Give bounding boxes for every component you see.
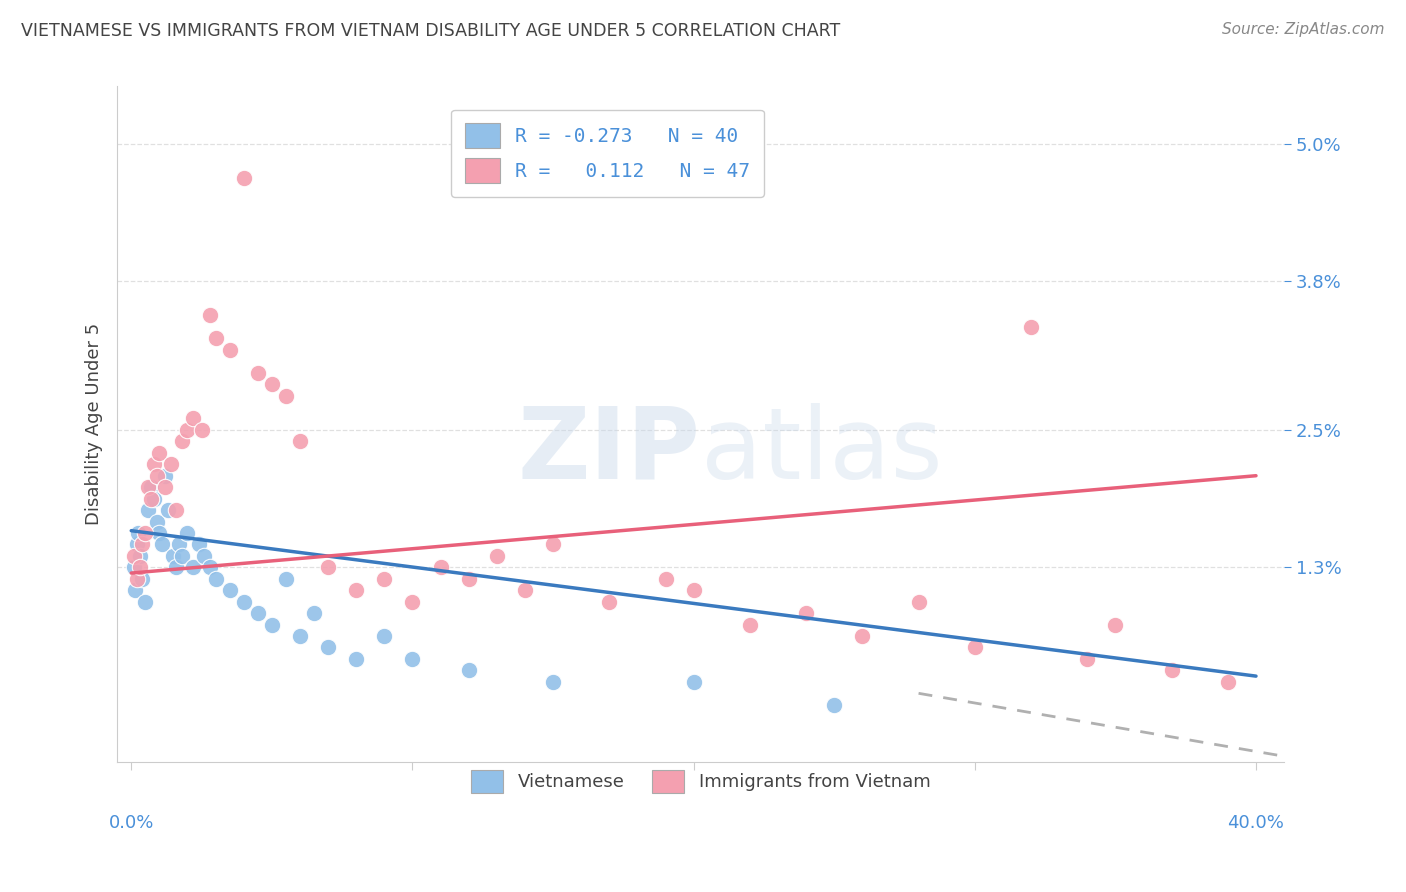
Point xyxy=(170,549,193,563)
Point xyxy=(457,664,479,678)
Point xyxy=(139,480,162,494)
Point xyxy=(134,595,156,609)
Point xyxy=(316,560,339,574)
Point xyxy=(159,457,181,471)
Point xyxy=(541,537,564,551)
Point xyxy=(190,423,212,437)
Point xyxy=(167,537,190,551)
Point xyxy=(127,526,149,541)
Point xyxy=(153,468,176,483)
Point xyxy=(124,583,146,598)
Point xyxy=(260,377,283,392)
Point xyxy=(204,331,226,345)
Point xyxy=(260,617,283,632)
Point xyxy=(851,629,873,643)
Point xyxy=(128,549,150,563)
Point xyxy=(373,572,395,586)
Point xyxy=(485,549,508,563)
Text: 0.0%: 0.0% xyxy=(108,814,153,831)
Point xyxy=(738,617,761,632)
Point xyxy=(316,640,339,655)
Point xyxy=(145,468,167,483)
Point xyxy=(139,491,162,506)
Point xyxy=(142,491,165,506)
Point xyxy=(598,595,620,609)
Point xyxy=(401,652,423,666)
Point xyxy=(246,606,269,620)
Point xyxy=(134,526,156,541)
Point xyxy=(181,411,204,425)
Point xyxy=(429,560,451,574)
Point xyxy=(401,595,423,609)
Point xyxy=(176,526,198,541)
Point xyxy=(1216,674,1239,689)
Legend: Vietnamese, Immigrants from Vietnam: Vietnamese, Immigrants from Vietnam xyxy=(460,759,941,804)
Point xyxy=(1019,319,1042,334)
Point xyxy=(654,572,676,586)
Point xyxy=(162,549,184,563)
Point xyxy=(198,309,221,323)
Point xyxy=(153,480,176,494)
Point xyxy=(181,560,204,574)
Point xyxy=(136,480,159,494)
Point xyxy=(142,457,165,471)
Point xyxy=(122,560,145,574)
Point xyxy=(794,606,817,620)
Point xyxy=(907,595,929,609)
Point xyxy=(218,343,240,357)
Point xyxy=(165,503,187,517)
Point xyxy=(170,434,193,449)
Point xyxy=(156,503,179,517)
Text: Source: ZipAtlas.com: Source: ZipAtlas.com xyxy=(1222,22,1385,37)
Point xyxy=(165,560,187,574)
Text: ZIP: ZIP xyxy=(517,402,700,500)
Point xyxy=(193,549,215,563)
Point xyxy=(344,583,367,598)
Point xyxy=(288,434,311,449)
Point xyxy=(204,572,226,586)
Text: VIETNAMESE VS IMMIGRANTS FROM VIETNAM DISABILITY AGE UNDER 5 CORRELATION CHART: VIETNAMESE VS IMMIGRANTS FROM VIETNAM DI… xyxy=(21,22,841,40)
Point xyxy=(125,537,148,551)
Point xyxy=(1160,664,1182,678)
Point xyxy=(682,674,704,689)
Point xyxy=(1104,617,1126,632)
Point xyxy=(274,572,297,586)
Point xyxy=(1076,652,1098,666)
Point xyxy=(682,583,704,598)
Point xyxy=(232,171,254,186)
Point xyxy=(823,698,845,712)
Point xyxy=(136,503,159,517)
Text: 40.0%: 40.0% xyxy=(1227,814,1285,831)
Point xyxy=(128,560,150,574)
Point xyxy=(274,388,297,402)
Point xyxy=(344,652,367,666)
Point xyxy=(963,640,986,655)
Point xyxy=(513,583,536,598)
Point xyxy=(150,537,173,551)
Text: atlas: atlas xyxy=(700,402,942,500)
Point xyxy=(131,537,153,551)
Point xyxy=(302,606,325,620)
Point xyxy=(145,515,167,529)
Point xyxy=(218,583,240,598)
Point xyxy=(125,572,148,586)
Point xyxy=(457,572,479,586)
Point xyxy=(122,549,145,563)
Point xyxy=(198,560,221,574)
Point xyxy=(541,674,564,689)
Point xyxy=(232,595,254,609)
Point xyxy=(176,423,198,437)
Point xyxy=(131,572,153,586)
Point xyxy=(246,366,269,380)
Point xyxy=(148,446,170,460)
Point xyxy=(187,537,209,551)
Point xyxy=(288,629,311,643)
Point xyxy=(148,526,170,541)
Point xyxy=(373,629,395,643)
Y-axis label: Disability Age Under 5: Disability Age Under 5 xyxy=(86,323,103,525)
